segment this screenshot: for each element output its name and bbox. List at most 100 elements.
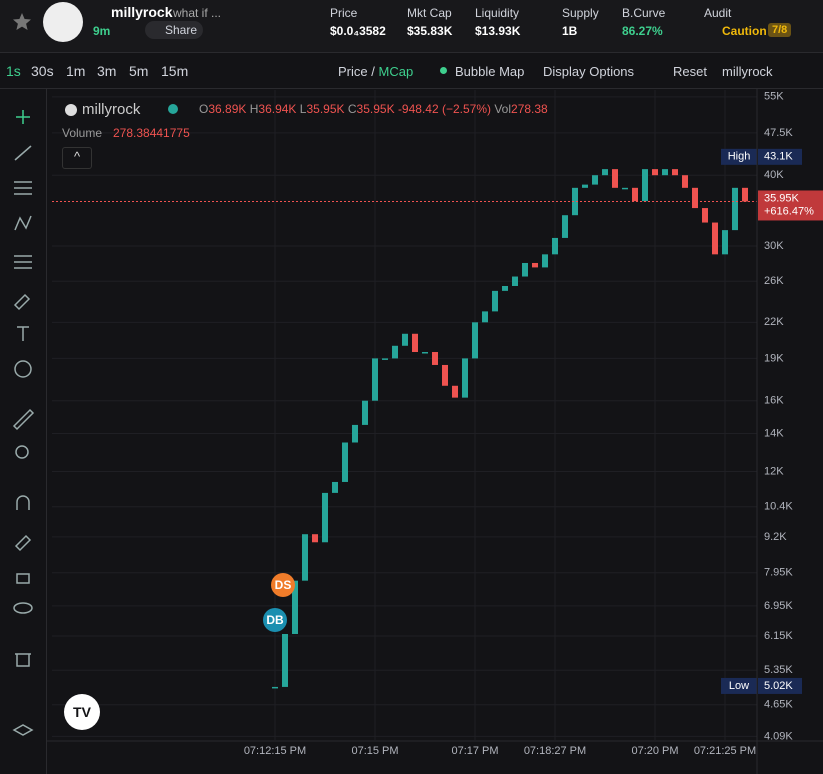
stat-label: Liquidity	[475, 6, 520, 20]
brush-tool[interactable]	[13, 293, 31, 311]
lock-tool[interactable]	[16, 573, 30, 584]
y-tick-label: 47.5K	[764, 127, 793, 139]
zoom-tool[interactable]	[15, 445, 29, 459]
ohlc-label: H	[249, 102, 259, 116]
bubble-map[interactable]: Bubble Map	[455, 64, 525, 79]
line-tool[interactable]	[14, 145, 32, 161]
y-tick-label: 26K	[764, 275, 784, 287]
x-tick-label: 07:12:15 PM	[244, 745, 306, 757]
volume-label: Volume	[62, 126, 103, 140]
emoji-tool[interactable]	[14, 360, 32, 378]
share-button[interactable]: Share	[145, 21, 204, 39]
tool-icons	[12, 110, 35, 736]
interval[interactable]: 30s	[31, 63, 54, 79]
symbol[interactable]: millyrock	[722, 64, 773, 79]
candle	[312, 534, 318, 543]
drawing-toolbar	[0, 89, 47, 774]
candle	[412, 333, 418, 353]
crosshair-tool[interactable]	[16, 110, 30, 124]
x-tick-label: 07:20 PM	[631, 745, 678, 757]
text-tool[interactable]	[17, 326, 29, 341]
candle	[542, 254, 548, 268]
token-desc: what if ...	[173, 6, 222, 20]
ohlc-label: L	[299, 102, 307, 116]
chart: 55K 47.5K 40K 30K 26K 22K 19K 16K 14K 12K 10.4K 9.2…	[47, 89, 823, 774]
y-tick-label: 6.95K	[764, 600, 793, 612]
stat-label: Supply	[562, 6, 599, 20]
candle	[572, 187, 578, 216]
candle	[712, 222, 718, 255]
interval[interactable]: 3m	[97, 63, 117, 79]
candle	[402, 333, 408, 346]
candle	[492, 290, 498, 312]
candle	[642, 169, 648, 202]
ohlc: O36.89K H36.94K L35.95K C35.95K -948.42 …	[199, 102, 548, 116]
x-tick-label: 07:17 PM	[451, 745, 498, 757]
pattern-tool[interactable]	[14, 215, 32, 231]
y-tick-label: 14K	[764, 427, 784, 439]
stat-value: Caution	[722, 24, 767, 38]
interval[interactable]: 15m	[161, 63, 189, 79]
reset[interactable]: Reset	[673, 64, 707, 79]
magnet-tool[interactable]	[16, 495, 30, 510]
trash-tool[interactable]	[15, 653, 31, 667]
mcap[interactable]: MCap	[378, 64, 414, 79]
candle	[592, 175, 598, 185]
star-icon[interactable]	[10, 10, 34, 34]
high-value: 43.1K	[764, 151, 793, 163]
high-value-bg	[758, 148, 802, 165]
stat-value: 1B	[562, 24, 578, 38]
stat-label: Mkt Cap	[407, 6, 452, 20]
candle	[502, 285, 508, 291]
high-name: High	[728, 151, 751, 163]
last-price: 35.95K	[764, 192, 800, 204]
layers-tool[interactable]	[12, 724, 34, 736]
token-name[interactable]: millyrock	[111, 4, 173, 20]
tv-logo[interactable]: TV	[64, 694, 100, 730]
lock-draw-tool[interactable]	[14, 534, 32, 552]
price[interactable]: Price	[338, 64, 368, 79]
ohlc-value: 35.95K	[306, 102, 345, 116]
candle	[392, 345, 398, 359]
high-bg	[721, 148, 757, 165]
x-tick-label: 07:18:27 PM	[524, 745, 586, 757]
collapse-button[interactable]: ^	[62, 147, 92, 169]
display-options[interactable]: Display Options	[543, 64, 635, 79]
avatar	[43, 2, 83, 42]
y-tick-label: 55K	[764, 91, 784, 103]
legend-name: millyrock	[82, 101, 141, 118]
slash: /	[371, 64, 375, 79]
volume-value: 278.38441775	[113, 126, 190, 140]
candle	[432, 352, 438, 365]
stat-value: $13.93K	[475, 24, 521, 38]
interval[interactable]: 1s	[6, 63, 21, 79]
fib-tool[interactable]	[14, 181, 32, 195]
ruler-tool[interactable]	[12, 408, 35, 431]
ohlc-value: 36.89K	[208, 102, 247, 116]
candle	[672, 169, 678, 176]
ohlc-label: C	[347, 102, 357, 116]
candle	[582, 184, 588, 188]
candle	[352, 424, 358, 443]
interval[interactable]: 1m	[66, 63, 86, 79]
candle	[732, 187, 738, 231]
candle	[522, 262, 528, 277]
candle	[612, 169, 618, 188]
low-value: 5.02K	[764, 680, 793, 692]
candle	[662, 169, 668, 176]
stat-label: B.Curve	[622, 6, 666, 20]
interval[interactable]: 5m	[129, 63, 149, 79]
marker[interactable]: DB	[263, 608, 287, 632]
low-name: Low	[729, 680, 749, 692]
change: -948.42 (−2.57%)	[397, 102, 491, 116]
ohlc-value: 36.94K	[258, 102, 297, 116]
marker[interactable]: DS	[271, 573, 295, 597]
price-toggle[interactable]: Price / MCap	[338, 64, 413, 79]
candle	[682, 175, 688, 188]
eye-tool[interactable]	[13, 602, 33, 614]
candle	[692, 187, 698, 209]
prediction-tool[interactable]	[14, 255, 32, 269]
candle	[322, 492, 328, 543]
vol-value: 278.38	[511, 102, 548, 116]
